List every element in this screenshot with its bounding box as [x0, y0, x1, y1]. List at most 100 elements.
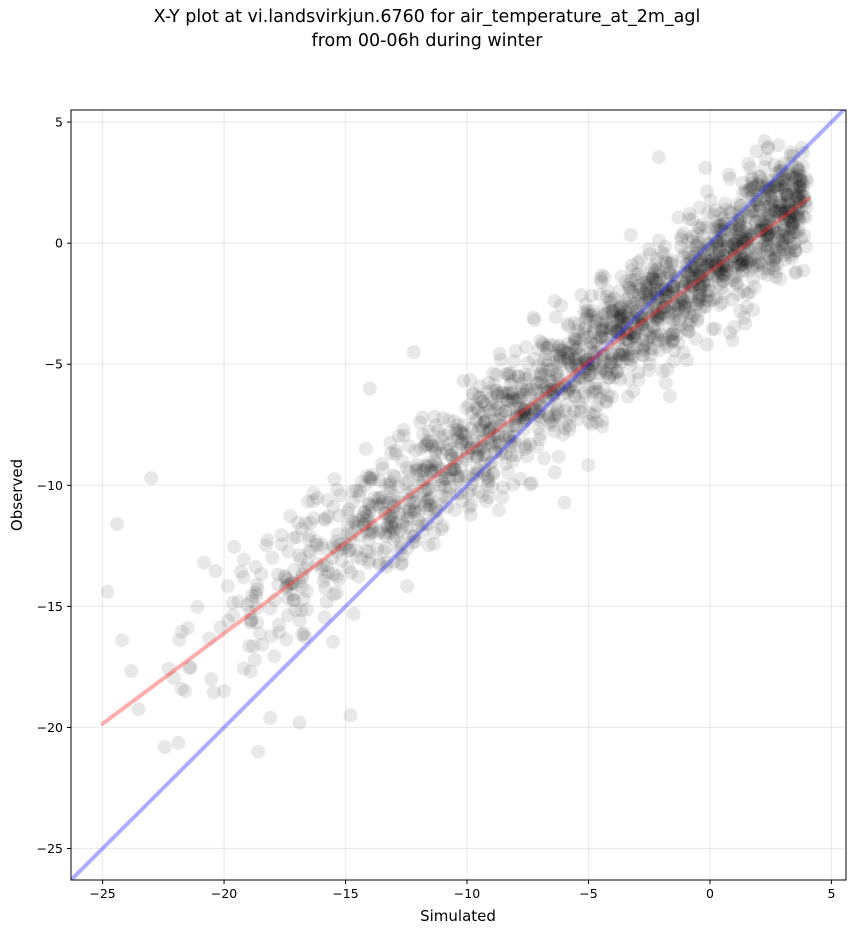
data-point [451, 473, 466, 488]
data-point [772, 244, 787, 259]
data-point [716, 248, 731, 263]
data-point [761, 199, 776, 214]
data-point [568, 368, 583, 383]
data-point [421, 517, 436, 531]
data-point [640, 275, 655, 290]
data-point [418, 458, 433, 473]
data-point [476, 423, 490, 438]
data-point [792, 195, 807, 209]
data-point [746, 180, 761, 195]
data-point [626, 297, 641, 312]
data-point [658, 287, 673, 302]
data-point [765, 194, 779, 209]
data-point [701, 242, 716, 257]
data-point [619, 325, 633, 340]
data-point [764, 202, 779, 217]
data-point [306, 486, 321, 500]
data-point [677, 297, 692, 312]
data-point [595, 413, 610, 428]
data-point [609, 365, 624, 380]
data-point [581, 368, 596, 383]
data-point [537, 451, 552, 466]
data-point [766, 261, 781, 276]
data-point [547, 294, 562, 309]
data-point [464, 421, 479, 436]
data-point [622, 299, 637, 314]
data-point [531, 358, 546, 373]
data-point [749, 144, 764, 159]
data-point [487, 445, 502, 460]
data-point [428, 454, 443, 469]
data-point [471, 464, 486, 479]
data-point [533, 413, 548, 428]
data-point [245, 588, 259, 603]
data-point [655, 300, 670, 315]
data-point [572, 395, 587, 410]
data-point [732, 205, 746, 220]
data-point [786, 149, 801, 163]
data-point [726, 237, 741, 252]
data-point [628, 321, 643, 336]
data-point [383, 474, 398, 489]
data-point [666, 278, 681, 293]
data-point [594, 268, 609, 283]
data-point [784, 214, 799, 229]
data-point [794, 140, 809, 155]
data-point [608, 354, 623, 369]
data-point [557, 495, 572, 510]
data-point [498, 429, 513, 444]
data-point [510, 390, 525, 405]
data-point [740, 235, 755, 250]
data-point [625, 258, 639, 272]
data-point [701, 256, 715, 271]
data-point [362, 497, 377, 512]
data-point [753, 224, 768, 239]
data-point [763, 251, 778, 266]
data-point [144, 471, 159, 486]
data-point [494, 447, 509, 462]
data-point [204, 672, 219, 687]
data-point [362, 552, 376, 567]
data-point [648, 263, 663, 278]
data-point [338, 540, 353, 555]
data-point [490, 389, 505, 404]
data-point [690, 226, 705, 241]
data-point [788, 225, 803, 240]
data-point [458, 428, 473, 443]
data-point [684, 263, 699, 278]
data-point [528, 377, 543, 391]
data-point [760, 184, 775, 199]
data-point [400, 509, 415, 524]
data-point [683, 299, 698, 314]
data-point [780, 230, 795, 245]
data-point [770, 204, 785, 219]
data-point [700, 258, 715, 273]
data-point [613, 308, 628, 323]
data-point [731, 257, 746, 272]
data-point [531, 407, 546, 422]
data-point [395, 548, 410, 563]
data-point [425, 465, 440, 480]
data-point [318, 511, 333, 526]
data-point [421, 498, 436, 513]
data-point [792, 164, 807, 179]
data-point [718, 196, 733, 211]
data-point [481, 375, 496, 390]
data-point [616, 348, 631, 363]
data-point [615, 343, 630, 357]
data-point [651, 291, 665, 306]
data-point [255, 637, 270, 652]
data-point [296, 592, 311, 607]
data-point [771, 177, 786, 192]
data-point [516, 410, 531, 424]
data-point [442, 471, 457, 486]
data-point [300, 494, 315, 509]
data-point [635, 348, 650, 363]
data-point [798, 193, 813, 208]
data-point [683, 264, 698, 279]
data-point [584, 417, 599, 432]
data-point [693, 254, 708, 269]
data-point [631, 290, 646, 305]
data-point [704, 239, 719, 254]
data-point [784, 156, 799, 171]
